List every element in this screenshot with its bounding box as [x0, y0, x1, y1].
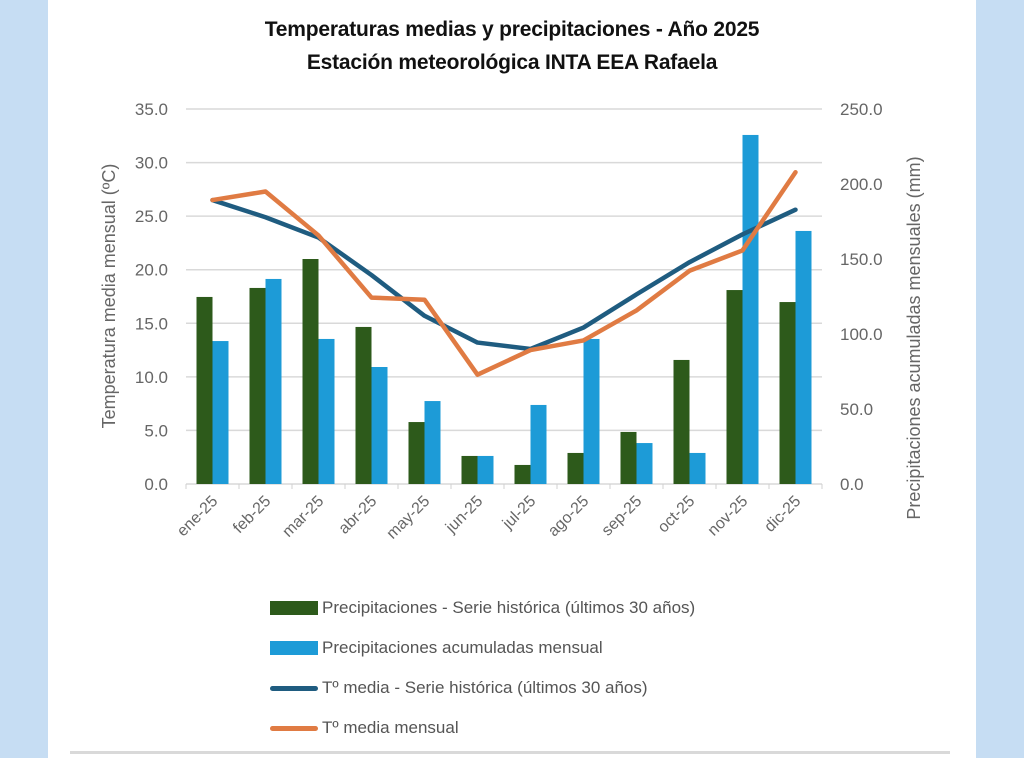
- bar-monthly-precip: [530, 404, 547, 484]
- legend: Precipitaciones - Serie histórica (últim…: [270, 588, 695, 748]
- y-tick-right: 250.0: [840, 100, 883, 119]
- bars: [196, 134, 812, 484]
- y-axis-left-ticks: 0.0 5.0 10.0 15.0 20.0 25.0 30.0 35.0: [135, 100, 168, 494]
- legend-swatch-monthly-precip: [270, 641, 318, 655]
- y-tick-right: 150.0: [840, 250, 883, 269]
- bar-historic-precip: [779, 302, 796, 484]
- bar-monthly-precip: [583, 338, 600, 484]
- y-tick-right: 0.0: [840, 475, 864, 494]
- bar-monthly-precip: [477, 455, 494, 484]
- legend-label: Tº media mensual: [322, 718, 459, 737]
- bar-monthly-precip: [636, 443, 653, 484]
- bar-monthly-precip: [689, 452, 706, 484]
- bar-historic-precip: [514, 464, 531, 484]
- x-axis-ticks: ene-25 feb-25 mar-25 abr-25 may-25 jun-25 jul-…: [174, 493, 804, 543]
- legend-item-historic-temp[interactable]: Tº media - Serie histórica (últimos 30 a…: [270, 668, 695, 708]
- bar-historic-precip: [673, 359, 690, 484]
- y-tick-right: 50.0: [840, 400, 873, 419]
- y-axis-right-ticks: 0.0 50.0 100.0 150.0 200.0 250.0: [840, 100, 883, 494]
- x-tick-label: jul-25: [499, 493, 539, 533]
- y-tick-left: 25.0: [135, 207, 168, 226]
- line-historic-temp: [210, 197, 798, 352]
- gridlines: [185, 108, 823, 489]
- chart-subtitle: Estación meteorológica INTA EEA Rafaela: [306, 51, 718, 74]
- y-axis-left-title: Temperatura media mensual (ºC): [99, 164, 119, 429]
- y-tick-left: 5.0: [144, 421, 168, 440]
- bar-historic-precip: [726, 290, 743, 484]
- y-tick-left: 15.0: [135, 314, 168, 333]
- y-tick-left: 0.0: [144, 475, 168, 494]
- bar-historic-precip: [620, 431, 637, 484]
- x-tick-label: jun-25: [442, 493, 486, 537]
- x-tick-label: sep-25: [599, 493, 646, 540]
- y-tick-right: 100.0: [840, 325, 883, 344]
- legend-swatch-historic-temp: [270, 685, 318, 691]
- x-tick-label: mar-25: [279, 493, 327, 541]
- legend-label: Precipitaciones - Serie histórica (últim…: [322, 598, 696, 617]
- bar-monthly-precip: [371, 367, 388, 484]
- x-tick-label: feb-25: [230, 493, 274, 537]
- bar-historic-precip: [196, 296, 213, 484]
- bar-monthly-precip: [795, 230, 812, 484]
- legend-item-monthly-temp[interactable]: Tº media mensual: [270, 708, 695, 748]
- x-tick-label: ago-25: [545, 493, 592, 540]
- legend-item-historic-precip[interactable]: Precipitaciones - Serie histórica (últim…: [270, 588, 695, 628]
- bar-historic-precip: [567, 452, 584, 484]
- legend-swatch-monthly-temp: [270, 725, 318, 731]
- legend-label: Tº media - Serie histórica (últimos 30 a…: [322, 678, 648, 697]
- bar-monthly-precip: [424, 401, 441, 484]
- y-axis-right-title: Precipitaciones acumuladas mensuales (mm…: [904, 156, 924, 519]
- line-monthly-temp: [210, 169, 798, 377]
- x-tick-label: ene-25: [174, 493, 221, 540]
- lines: [210, 169, 798, 377]
- y-tick-left: 30.0: [135, 154, 168, 173]
- x-tick-label: abr-25: [336, 493, 381, 538]
- legend-label: Precipitaciones acumuladas mensual: [322, 638, 603, 657]
- chart-title: Temperaturas medias y precipitaciones - …: [264, 18, 760, 41]
- bar-monthly-precip: [742, 134, 759, 484]
- y-tick-left: 20.0: [135, 261, 168, 280]
- y-tick-right: 200.0: [840, 175, 883, 194]
- x-tick-label: dic-25: [761, 493, 804, 536]
- divider: [70, 751, 950, 754]
- bar-historic-precip: [461, 455, 478, 484]
- bar-monthly-precip: [212, 341, 229, 484]
- bar-historic-precip: [249, 287, 266, 484]
- bar-monthly-precip: [265, 278, 282, 484]
- bar-historic-precip: [408, 422, 425, 484]
- x-tick-label: nov-25: [705, 493, 752, 540]
- y-tick-left: 35.0: [135, 100, 168, 119]
- x-tick-label: oct-25: [655, 493, 699, 537]
- y-tick-left: 10.0: [135, 368, 168, 387]
- legend-item-monthly-precip[interactable]: Precipitaciones acumuladas mensual: [270, 628, 695, 668]
- bar-historic-precip: [302, 259, 319, 484]
- legend-swatch-historic-precip: [270, 601, 318, 615]
- bar-monthly-precip: [318, 338, 335, 484]
- bar-historic-precip: [355, 326, 372, 484]
- x-tick-label: may-25: [384, 493, 434, 543]
